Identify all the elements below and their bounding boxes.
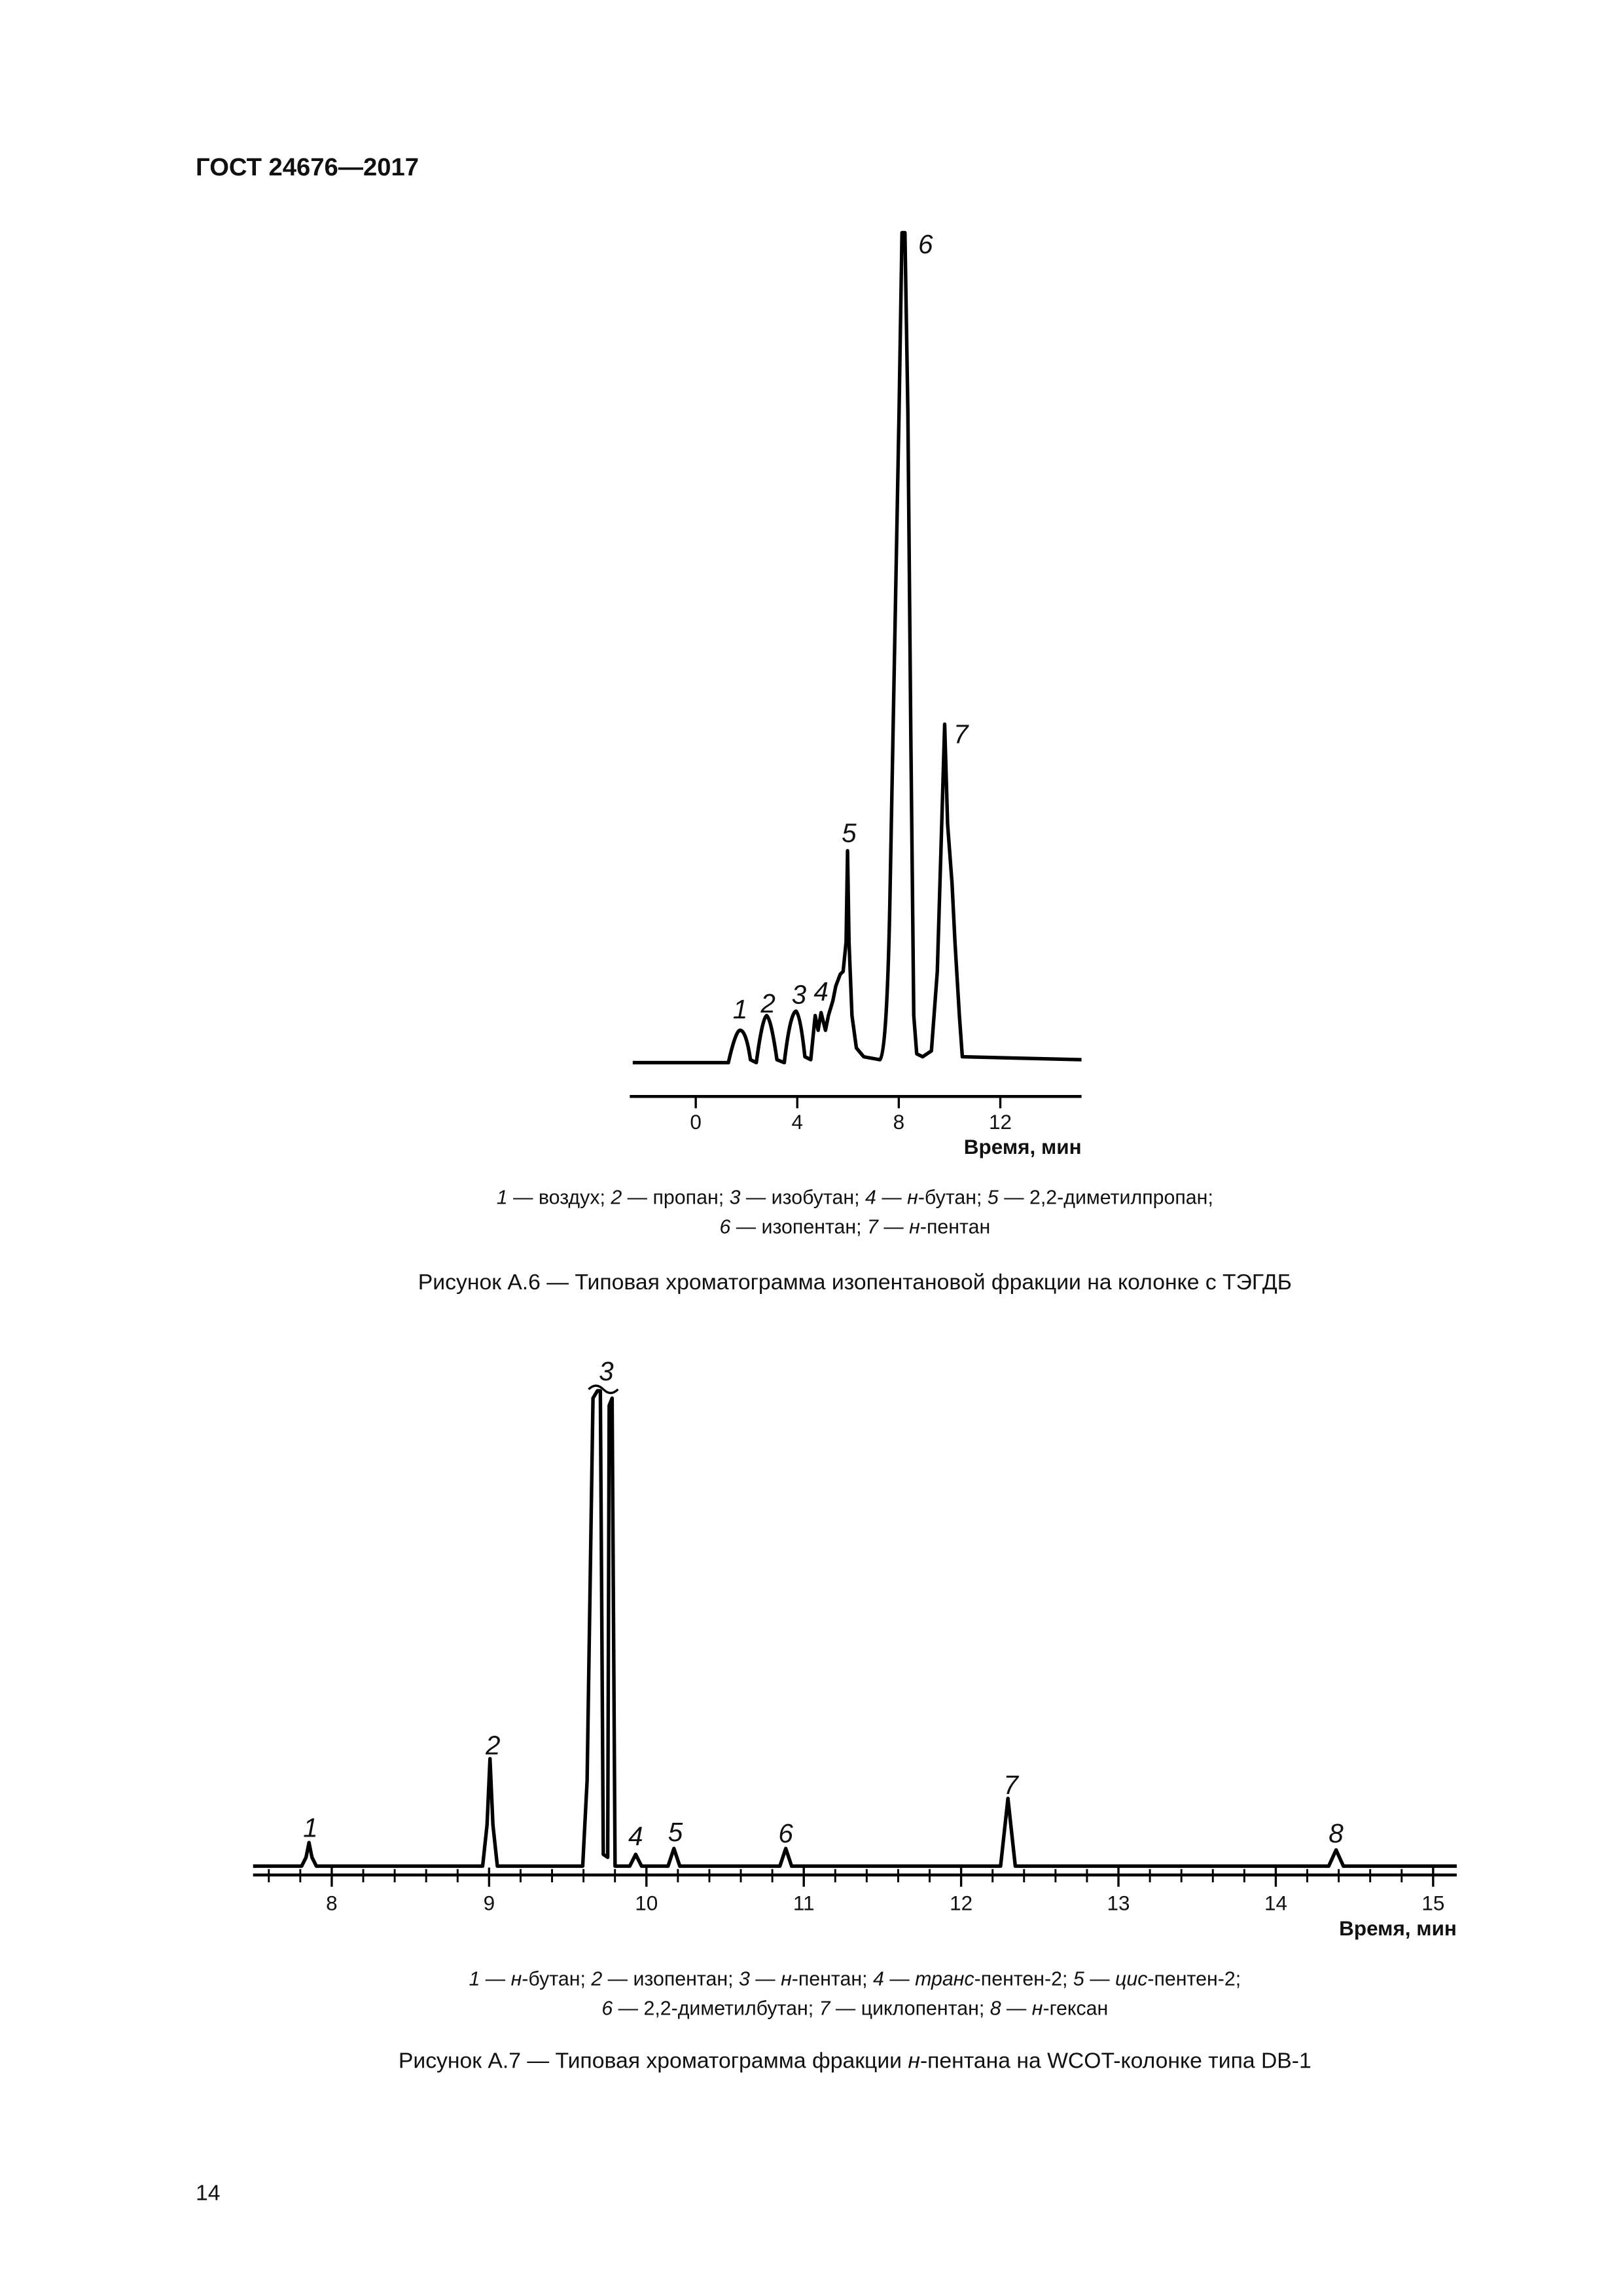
x-tick-label: 8 <box>326 1892 338 1915</box>
text-run: — <box>884 1968 915 1990</box>
x-axis-label: Время, мин <box>964 1136 1082 1158</box>
peak-label: 7 <box>1003 1770 1019 1800</box>
text-run: н <box>511 1968 522 1990</box>
text-run: -пентана на WCOT-колонке типа DB-1 <box>920 2048 1311 2073</box>
text-run: -пентан; <box>792 1968 873 1990</box>
x-tick-label: 9 <box>484 1892 495 1915</box>
text-run: -бутан; <box>918 1187 988 1208</box>
text-run: — 2,2-диметилбутан; <box>613 1998 819 2019</box>
peak-label: 6 <box>918 229 933 259</box>
text-run: 1 <box>469 1968 480 1990</box>
text-line: 1 — н-бутан; 2 — изопентан; 3 — н-пентан… <box>469 1968 1241 1990</box>
peak-label: 4 <box>813 977 829 1007</box>
x-axis-label: Время, мин <box>1339 1917 1457 1940</box>
peak-label: 8 <box>1329 1818 1344 1848</box>
text-line: Рисунок А.6 — Типовая хроматограмма изоп… <box>418 1270 1292 1295</box>
text-line: 1 — воздух; 2 — пропан; 3 — изобутан; 4 … <box>497 1187 1213 1208</box>
text-run: 4 <box>873 1968 884 1990</box>
text-run: Рисунок А.7 — Типовая хроматограмма фрак… <box>399 2048 908 2073</box>
text-run: — циклопентан; <box>830 1998 990 2019</box>
peak-label: 4 <box>628 1821 643 1852</box>
x-tick-label: 14 <box>1264 1892 1287 1915</box>
peak-label: 5 <box>842 817 857 848</box>
peak-label: 6 <box>778 1818 793 1848</box>
x-tick-label: 13 <box>1107 1892 1130 1915</box>
text-run: н <box>908 2048 920 2073</box>
peak-label: 7 <box>954 719 969 749</box>
text-run: 3 <box>730 1187 741 1208</box>
text-run: — <box>480 1968 510 1990</box>
text-run: — 2,2-диметилпропан; <box>999 1187 1213 1208</box>
peak-label: 5 <box>668 1817 683 1847</box>
peak-label: 3 <box>792 980 807 1010</box>
header-title: ГОСТ 24676—2017 <box>196 153 419 181</box>
text-run: 5 <box>988 1187 999 1208</box>
x-tick-label: 12 <box>989 1111 1012 1134</box>
text-run: 1 <box>497 1187 508 1208</box>
text-run: — пропан; <box>622 1187 729 1208</box>
text-run: 7 <box>819 1998 831 2019</box>
text-run: 3 <box>739 1968 750 1990</box>
text-run: -бутан; <box>522 1968 591 1990</box>
chromatogram-trace <box>253 1389 1457 1868</box>
text-run: — <box>878 1216 909 1238</box>
text-run: — <box>876 1187 907 1208</box>
text-run: — <box>750 1968 781 1990</box>
chromatogram-trace <box>632 230 1082 1065</box>
text-run: н <box>1032 1998 1043 2019</box>
x-tick-label: 11 <box>793 1892 815 1915</box>
text-run: н <box>781 1968 792 1990</box>
peak-label: 3 <box>599 1356 614 1386</box>
page-number: 14 <box>196 2181 221 2206</box>
text-run: -гексан <box>1043 1998 1109 2019</box>
text-line: 6 — изопентан; 7 — н-пентан <box>719 1216 990 1238</box>
text-run: Рисунок А.6 — Типовая хроматограмма изоп… <box>418 1270 1292 1295</box>
text-run: цис <box>1115 1968 1147 1990</box>
break-mark <box>588 1384 619 1395</box>
text-run: -пентен-2; <box>974 1968 1073 1990</box>
text-run: 4 <box>865 1187 876 1208</box>
text-run: — <box>1084 1968 1115 1990</box>
text-run: — изопентан; <box>602 1968 739 1990</box>
text-run: 8 <box>990 1998 1001 2019</box>
text-run: 5 <box>1073 1968 1084 1990</box>
x-tick-label: 4 <box>792 1111 804 1134</box>
text-run: 2 <box>610 1187 622 1208</box>
text-run: 6 <box>601 1998 613 2019</box>
text-line: 6 — 2,2-диметилбутан; 7 — циклопентан; 8… <box>601 1998 1108 2019</box>
text-run: н <box>907 1187 918 1208</box>
x-tick-label: 8 <box>893 1111 905 1134</box>
text-run: -пентен-2; <box>1147 1968 1241 1990</box>
text-run: — <box>1001 1998 1032 2019</box>
text-run: н <box>909 1216 920 1238</box>
x-tick-label: 15 <box>1421 1892 1444 1915</box>
x-tick-label: 12 <box>950 1892 972 1915</box>
peak-label: 1 <box>733 994 748 1024</box>
x-tick-label: 0 <box>690 1111 702 1134</box>
x-tick-label: 10 <box>635 1892 658 1915</box>
text-run: — изобутан; <box>740 1187 865 1208</box>
text-run: — воздух; <box>508 1187 611 1208</box>
text-run: транс <box>915 1968 974 1990</box>
peak-label: 2 <box>485 1730 501 1760</box>
text-run: — изопентан; <box>730 1216 867 1238</box>
peak-label: 1 <box>303 1812 318 1842</box>
text-line: Рисунок А.7 — Типовая хроматограмма фрак… <box>399 2048 1311 2073</box>
peak-label: 2 <box>760 988 776 1018</box>
text-run: 7 <box>867 1216 879 1238</box>
text-run: 2 <box>590 1968 602 1990</box>
text-run: -пентан <box>920 1216 990 1238</box>
text-run: 6 <box>719 1216 730 1238</box>
